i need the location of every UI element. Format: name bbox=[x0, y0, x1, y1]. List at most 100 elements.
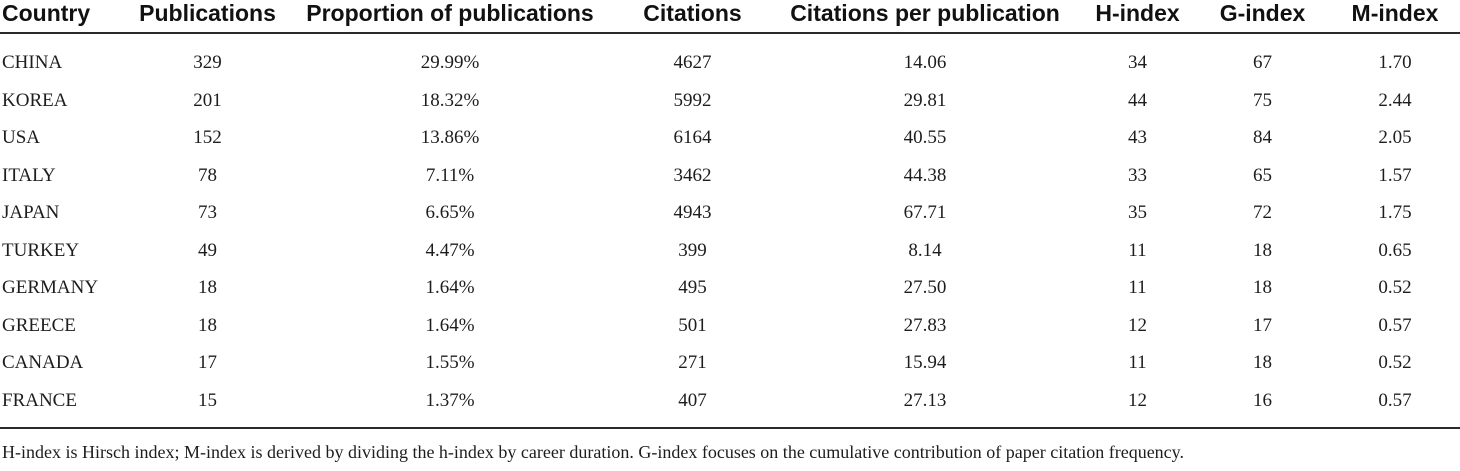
cell-g-index: 18 bbox=[1253, 352, 1272, 373]
table-row: GREECE 18 1.64% 501 27.83 12 17 0.57 bbox=[0, 307, 1460, 345]
cell-country: FRANCE bbox=[2, 389, 77, 411]
cell-country: GERMANY bbox=[2, 277, 99, 298]
cell-m-index: 0.57 bbox=[1378, 314, 1412, 336]
cell-m-index: 2.05 bbox=[1378, 127, 1412, 148]
cell-citations-per-publication: 27.13 bbox=[903, 389, 947, 411]
cell-citations: 6164 bbox=[673, 127, 712, 148]
table-row: CHINA 329 29.99% 4627 14.06 34 67 1.70 bbox=[0, 33, 1460, 82]
table-footnote: H-index is Hirsch index; M-index is deri… bbox=[2, 442, 1184, 462]
cell-citations-per-publication: 29.81 bbox=[903, 89, 947, 111]
header-citations: Citations bbox=[643, 0, 742, 26]
cell-country: KOREA bbox=[2, 89, 68, 111]
cell-g-index: 16 bbox=[1253, 389, 1272, 411]
table-header: Country Publications Proportion of publi… bbox=[0, 0, 1460, 33]
cell-publications: 78 bbox=[198, 164, 217, 186]
cell-publications: 17 bbox=[198, 352, 217, 373]
cell-publications: 201 bbox=[193, 89, 222, 111]
table-row: KOREA 201 18.32% 5992 29.81 44 75 2.44 bbox=[0, 82, 1460, 120]
cell-m-index: 2.44 bbox=[1378, 89, 1412, 111]
cell-citations-per-publication: 14.06 bbox=[903, 52, 947, 73]
cell-proportion: 6.65% bbox=[425, 202, 475, 223]
cell-h-index: 43 bbox=[1128, 127, 1147, 148]
cell-citations: 4943 bbox=[673, 202, 712, 223]
cell-citations-per-publication: 8.14 bbox=[908, 239, 942, 261]
cell-h-index: 34 bbox=[1128, 52, 1147, 73]
header-h-index: H-index bbox=[1095, 0, 1180, 26]
cell-citations: 399 bbox=[678, 239, 707, 261]
cell-h-index: 35 bbox=[1128, 202, 1147, 223]
cell-citations-per-publication: 44.38 bbox=[903, 164, 947, 186]
cell-publications: 73 bbox=[198, 202, 217, 223]
table-bottom-rule bbox=[0, 427, 1460, 429]
table-row: CANADA 17 1.55% 271 15.94 11 18 0.52 bbox=[0, 344, 1460, 382]
header-g-index: G-index bbox=[1219, 0, 1306, 26]
table-body: CHINA 329 29.99% 4627 14.06 34 67 1.70 KOREA 201 1… bbox=[0, 33, 1460, 427]
table-row: JAPAN 73 6.65% 4943 67.71 35 72 1.75 bbox=[0, 194, 1460, 232]
cell-publications: 49 bbox=[198, 239, 217, 261]
cell-country: TURKEY bbox=[2, 239, 80, 261]
cell-m-index: 0.57 bbox=[1378, 389, 1412, 411]
cell-g-index: 72 bbox=[1253, 202, 1272, 223]
cell-citations-per-publication: 27.83 bbox=[903, 314, 947, 336]
cell-proportion: 18.32% bbox=[420, 89, 480, 111]
table-row: USA 152 13.86% 6164 40.55 43 84 2.05 bbox=[0, 119, 1460, 157]
cell-citations-per-publication: 40.55 bbox=[903, 127, 947, 148]
cell-country: USA bbox=[2, 127, 41, 148]
cell-h-index: 11 bbox=[1128, 277, 1147, 298]
cell-m-index: 1.57 bbox=[1378, 164, 1412, 186]
cell-citations: 271 bbox=[678, 352, 707, 373]
cell-proportion: 29.99% bbox=[420, 52, 480, 73]
cell-g-index: 65 bbox=[1253, 164, 1272, 186]
cell-m-index: 1.70 bbox=[1378, 52, 1412, 73]
cell-m-index: 0.65 bbox=[1378, 239, 1412, 261]
cell-proportion: 1.64% bbox=[425, 277, 475, 298]
table-row: ITALY 78 7.11% 3462 44.38 33 65 1.57 bbox=[0, 157, 1460, 195]
cell-h-index: 33 bbox=[1128, 164, 1147, 186]
cell-publications: 15 bbox=[198, 389, 217, 411]
cell-citations: 495 bbox=[678, 277, 707, 298]
cell-citations: 407 bbox=[678, 389, 707, 411]
cell-g-index: 75 bbox=[1253, 89, 1272, 111]
table-row: TURKEY 49 4.47% 399 8.14 11 18 0.65 bbox=[0, 232, 1460, 270]
cell-citations-per-publication: 27.50 bbox=[903, 277, 947, 298]
cell-h-index: 12 bbox=[1128, 389, 1147, 411]
cell-country: ITALY bbox=[2, 164, 56, 186]
header-m-index: M-index bbox=[1351, 0, 1439, 26]
cell-g-index: 18 bbox=[1253, 277, 1272, 298]
header-citations-per-publication: Citations per publication bbox=[790, 0, 1060, 26]
cell-country: GREECE bbox=[2, 314, 76, 336]
header-proportion: Proportion of publications bbox=[306, 0, 594, 26]
cell-h-index: 11 bbox=[1128, 239, 1147, 261]
cell-m-index: 1.75 bbox=[1378, 202, 1412, 223]
cell-publications: 329 bbox=[193, 52, 222, 73]
cell-proportion: 1.55% bbox=[425, 352, 475, 373]
cell-h-index: 44 bbox=[1128, 89, 1147, 111]
cell-country: JAPAN bbox=[2, 202, 60, 223]
cell-publications: 152 bbox=[193, 127, 222, 148]
table-row: GERMANY 18 1.64% 495 27.50 11 18 0.52 bbox=[0, 269, 1460, 307]
cell-proportion: 13.86% bbox=[420, 127, 480, 148]
cell-g-index: 67 bbox=[1253, 52, 1272, 73]
header-row: Country Publications Proportion of publi… bbox=[0, 0, 1460, 33]
header-country: Country bbox=[2, 0, 91, 26]
cell-g-index: 84 bbox=[1253, 127, 1272, 148]
cell-country: CANADA bbox=[2, 352, 84, 373]
cell-citations: 3462 bbox=[673, 164, 712, 186]
country-publication-table: Country Publications Proportion of publi… bbox=[0, 0, 1460, 427]
cell-h-index: 11 bbox=[1128, 352, 1147, 373]
cell-citations: 5992 bbox=[673, 89, 712, 111]
cell-publications: 18 bbox=[198, 314, 217, 336]
cell-m-index: 0.52 bbox=[1378, 352, 1412, 373]
cell-citations-per-publication: 15.94 bbox=[903, 352, 947, 373]
cell-publications: 18 bbox=[198, 277, 217, 298]
table-row: FRANCE 15 1.37% 407 27.13 12 16 0.57 bbox=[0, 382, 1460, 428]
cell-proportion: 1.64% bbox=[425, 314, 475, 336]
cell-g-index: 17 bbox=[1253, 314, 1272, 336]
cell-proportion: 1.37% bbox=[425, 389, 475, 411]
cell-citations: 4627 bbox=[673, 52, 712, 73]
cell-country: CHINA bbox=[2, 52, 63, 73]
cell-m-index: 0.52 bbox=[1378, 277, 1412, 298]
cell-proportion: 4.47% bbox=[425, 239, 475, 261]
cell-citations: 501 bbox=[678, 314, 707, 336]
